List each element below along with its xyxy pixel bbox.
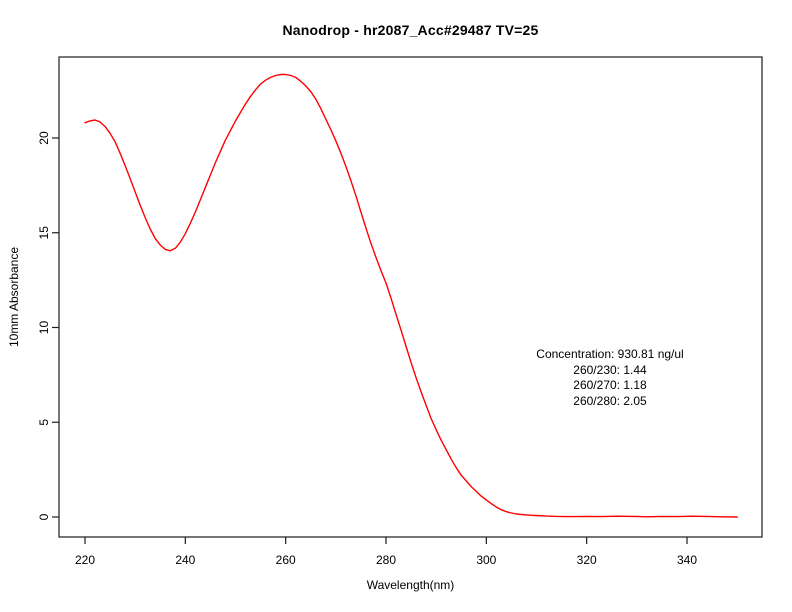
plot-box [58, 56, 763, 538]
y-tick-label: 20 [37, 131, 51, 145]
concentration-value: Concentration: 930.81 ng/ul [536, 347, 684, 361]
x-tick-label: 240 [175, 553, 195, 567]
chart-title: Nanodrop - hr2087_Acc#29487 TV=25 [282, 22, 539, 38]
sample-metrics-annotation: Concentration: 930.81 ng/ul 260/230: 1.4… [536, 347, 683, 409]
spectrum-line [84, 73, 738, 518]
ratio-260-280: 260/280: 2.05 [573, 393, 647, 408]
y-tick-label: 5 [37, 419, 51, 426]
ratio-260-230: 260/230: 1.44 [573, 362, 647, 377]
y-tick-label: 15 [37, 226, 51, 240]
y-tick-label: 10 [37, 321, 51, 335]
x-tick-label: 340 [677, 553, 697, 567]
x-tick-label: 300 [476, 553, 496, 567]
y-tick-label: 0 [37, 513, 51, 520]
ratio-260-270: 260/270: 1.18 [573, 378, 647, 392]
x-tick-label: 220 [75, 553, 95, 567]
x-tick-label: 260 [276, 553, 296, 567]
x-tick-label: 320 [577, 553, 597, 567]
x-axis-title: Wavelength(nm) [366, 578, 455, 592]
x-tick-label: 280 [376, 553, 396, 567]
y-axis-title: 10mm Absorbance [7, 246, 21, 348]
